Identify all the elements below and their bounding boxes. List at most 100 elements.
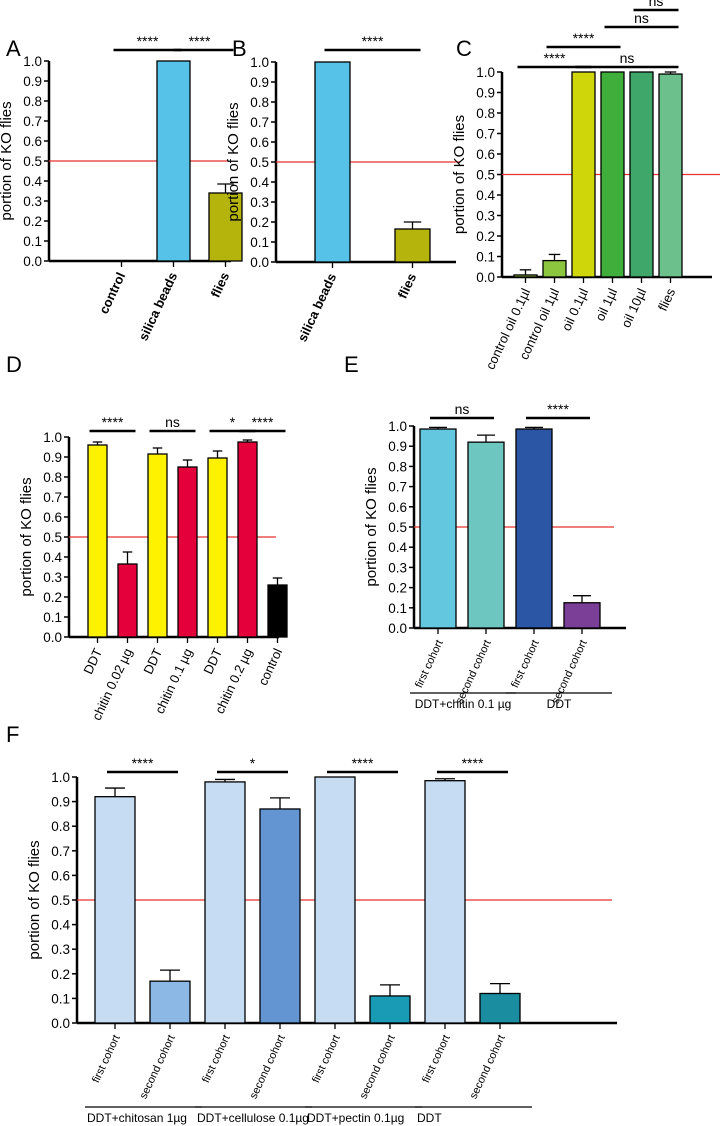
y-tick-label: 1.0 (23, 54, 42, 69)
significance-label: **** (252, 414, 274, 430)
y-tick-label: 0.7 (250, 115, 269, 130)
panel-letter: F (6, 722, 19, 747)
y-axis-label: portion of KO flies (451, 115, 468, 234)
x-tick-label: DDT (200, 646, 225, 677)
bar (87, 444, 108, 638)
x-tick-label: first cohort (200, 1033, 233, 1085)
bar (394, 228, 431, 263)
significance-label: ns (649, 0, 664, 9)
y-axis-label: portion of KO flies (0, 101, 15, 220)
y-tick-label: 0.3 (51, 942, 70, 957)
x-tick-label: silica beads (135, 270, 180, 343)
y-tick-label: 0.9 (476, 86, 495, 101)
y-tick-label: 0.0 (250, 255, 269, 270)
x-tick-label: second cohort (550, 638, 590, 706)
x-tick-label: second cohort (454, 638, 494, 706)
y-tick-label: 0.4 (23, 174, 42, 189)
x-tick-label: second cohort (138, 1033, 178, 1101)
y-tick-label: 0.2 (23, 214, 42, 229)
y-tick-label: 0.2 (250, 215, 269, 230)
y-tick-label: 0.5 (388, 520, 407, 535)
y-tick-label: 0.0 (51, 1016, 70, 1031)
panel-letter: D (6, 352, 22, 377)
y-tick-label: 0.3 (388, 560, 407, 575)
panel-letter: B (232, 36, 247, 61)
bar (117, 563, 138, 638)
y-tick-label: 0.1 (250, 235, 269, 250)
significance-label: **** (547, 401, 569, 417)
significance-label: **** (132, 755, 154, 771)
bar (204, 781, 246, 1024)
y-tick-label: 0.5 (43, 530, 62, 545)
y-tick-label: 0.1 (476, 250, 495, 265)
y-tick-label: 1.0 (51, 770, 70, 785)
y-tick-label: 0.3 (250, 195, 269, 210)
y-tick-label: 0.9 (388, 439, 407, 454)
x-tick-label: oil 1µl (592, 286, 620, 323)
y-tick-label: 0.4 (250, 175, 269, 190)
significance-label: * (230, 414, 236, 430)
y-tick-label: 0.6 (43, 510, 62, 525)
group-label: DDT+pectin 0.1µg (307, 1111, 404, 1125)
bar (314, 61, 351, 263)
bar (571, 71, 596, 278)
y-tick-label: 0.7 (23, 114, 42, 129)
group-label: DDT+chitin 0.1 µg (415, 697, 512, 711)
y-tick-label: 0.8 (51, 819, 70, 834)
y-tick-label: 0.1 (388, 601, 407, 616)
y-tick-label: 0.6 (23, 134, 42, 149)
y-tick-label: 0.5 (23, 154, 42, 169)
y-tick-label: 0.7 (476, 127, 495, 142)
y-tick-label: 0.4 (43, 550, 62, 565)
y-axis-label: portion of KO flies (363, 467, 380, 586)
bar (156, 60, 191, 262)
y-tick-label: 0.8 (388, 459, 407, 474)
significance-label: **** (544, 50, 566, 66)
significance-label: **** (573, 30, 595, 46)
y-tick-label: 0.9 (23, 74, 42, 89)
bar (259, 808, 301, 1024)
group-label: DDT+chitosan 1µg (87, 1111, 187, 1125)
y-tick-label: 0.1 (23, 234, 42, 249)
bar (207, 457, 228, 638)
x-tick-label: flies (655, 285, 679, 313)
y-tick-label: 0.1 (51, 991, 70, 1006)
panel-letter: A (6, 36, 21, 61)
significance-label: **** (352, 755, 374, 771)
y-tick-label: 0.6 (476, 147, 495, 162)
significance-label: **** (462, 755, 484, 771)
x-tick-label: first cohort (90, 1033, 123, 1085)
y-tick-label: 0.7 (43, 490, 62, 505)
y-tick-label: 0.6 (388, 500, 407, 515)
x-tick-label: first cohort (420, 1033, 453, 1085)
y-tick-label: 0.2 (388, 581, 407, 596)
significance-label: **** (102, 414, 124, 430)
significance-label: **** (362, 33, 384, 49)
y-tick-label: 0.9 (43, 450, 62, 465)
y-tick-label: 0.5 (51, 893, 70, 908)
y-tick-label: 0.5 (250, 155, 269, 170)
bar (147, 453, 168, 638)
y-tick-label: 1.0 (43, 430, 62, 445)
bar (314, 776, 356, 1024)
significance-label: ns (165, 414, 180, 430)
bar (419, 428, 457, 629)
y-tick-label: 0.9 (250, 75, 269, 90)
y-tick-label: 0.0 (43, 630, 62, 645)
y-axis-label: portion of KO flies (18, 477, 35, 596)
y-tick-label: 0.4 (476, 188, 495, 203)
y-tick-label: 0.1 (43, 610, 62, 625)
y-tick-label: 0.7 (51, 844, 70, 859)
panel-letter: E (344, 352, 359, 377)
y-tick-label: 0.8 (23, 94, 42, 109)
x-tick-label: DDT (140, 646, 165, 677)
y-axis-label: portion of KO flies (26, 840, 43, 959)
y-tick-label: 0.0 (23, 254, 42, 269)
bar (563, 602, 601, 629)
y-tick-label: 0.3 (476, 209, 495, 224)
bar (467, 441, 505, 629)
